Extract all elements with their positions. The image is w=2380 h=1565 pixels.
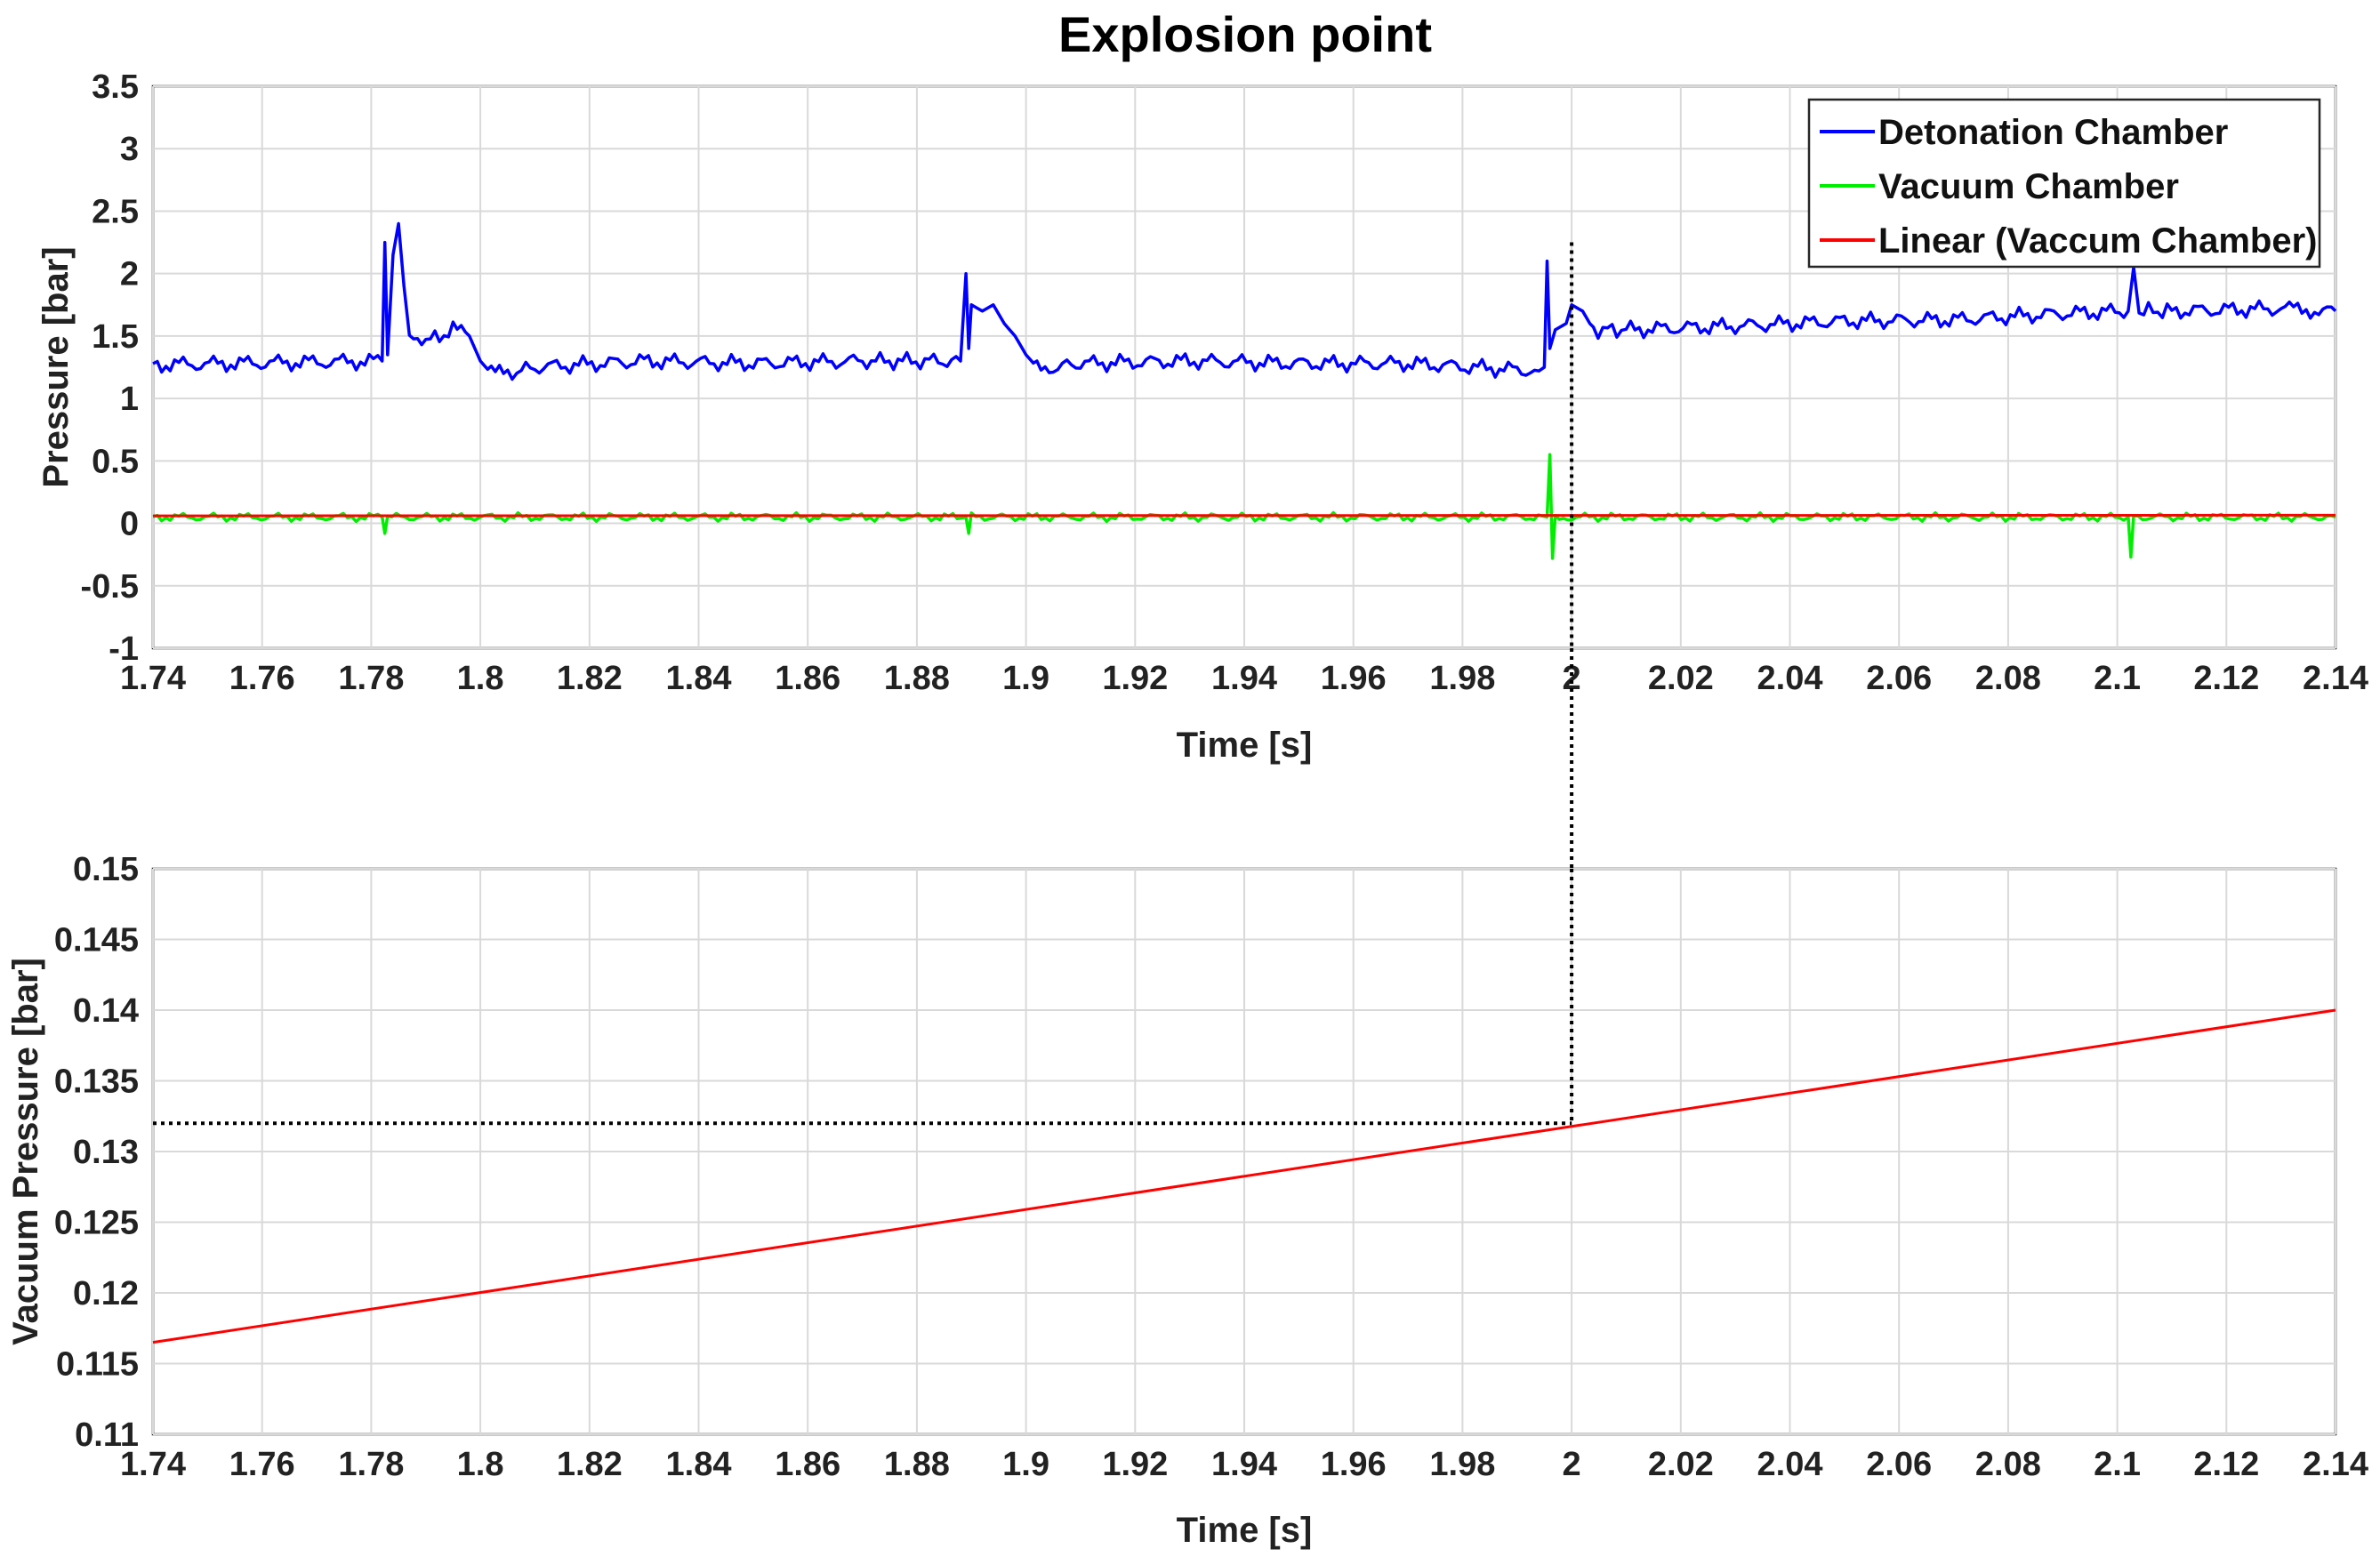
- legend-item-vacuum: Vacuum Chamber: [1820, 167, 2179, 206]
- y-tick-label: 0.145: [54, 922, 139, 959]
- x-tick-label: 1.8: [457, 660, 504, 697]
- x-tick-label: 1.74: [120, 660, 186, 697]
- x-tick-label: 1.76: [229, 1446, 295, 1483]
- x-tick-label: 1.96: [1321, 1446, 1387, 1483]
- x-tick-label: 1.84: [666, 660, 732, 697]
- y-tick-label: 0.14: [73, 992, 139, 1030]
- pressure-y-label: Pressure [bar]: [36, 246, 76, 487]
- vacuum-y-ticks: 0.11 0.115 0.12 0.125 0.13 0.135 0.14 0.145 0.15: [54, 851, 139, 1454]
- x-tick-label: 2.1: [2094, 1446, 2141, 1483]
- pressure-series: [152, 221, 2337, 560]
- y-tick-label: 0.15: [73, 851, 139, 888]
- x-tick-label: 1.98: [1429, 1446, 1495, 1483]
- vacuum-x-ticks: 1.74 1.76 1.78 1.8 1.82 1.84 1.86 1.88 1.9 1.92 1.…: [120, 1446, 2368, 1483]
- vacuum-grid: [152, 868, 2336, 1435]
- x-tick-label: 2.08: [1975, 1446, 2041, 1483]
- x-tick-label: 2.1: [2094, 660, 2141, 697]
- x-tick-label: 1.94: [1211, 1446, 1277, 1483]
- vacuum-plot: 1.74 1.76 1.78 1.8 1.82 1.84 1.86 1.88 1.9 1.92 1.…: [6, 851, 2368, 1550]
- vacuum-x-label: Time [s]: [1177, 1511, 1313, 1550]
- y-tick-label: 3.5: [92, 68, 139, 106]
- x-tick-label: 2.12: [2193, 660, 2259, 697]
- legend-label-vacuum: Vacuum Chamber: [1878, 167, 2179, 206]
- x-tick-label: 2.04: [1757, 660, 1823, 697]
- x-tick-label: 1.9: [1002, 1446, 1049, 1483]
- x-tick-label: 2.12: [2193, 1446, 2259, 1483]
- y-tick-label: 3: [120, 131, 139, 168]
- x-tick-label: 2.04: [1757, 1446, 1823, 1483]
- legend-item-detonation: Detonation Chamber: [1820, 113, 2228, 152]
- series-line-vacuum-chamber: [152, 453, 2336, 560]
- x-tick-label: 1.86: [775, 660, 840, 697]
- series-line-linear-vaccum-chamber: [152, 513, 2336, 518]
- y-tick-label: 1: [120, 381, 139, 418]
- x-tick-label: 1.88: [884, 660, 950, 697]
- x-tick-label: 1.86: [775, 1446, 840, 1483]
- x-tick-label: 1.88: [884, 1446, 950, 1483]
- pressure-x-label: Time [s]: [1177, 726, 1313, 765]
- x-tick-label: 2.06: [1866, 1446, 1932, 1483]
- y-tick-label: 2: [120, 256, 139, 293]
- pressure-x-ticks: 1.74 1.76 1.78 1.8 1.82 1.84 1.86 1.88 1.9 1.92 1.…: [120, 660, 2368, 697]
- legend-box: [1807, 98, 2321, 269]
- y-tick-label: 0.125: [54, 1205, 139, 1242]
- chart-title: Explosion point: [1058, 6, 1432, 62]
- y-tick-label: 0.135: [54, 1063, 139, 1101]
- x-tick-label: 1.92: [1102, 660, 1168, 697]
- x-tick-label: 1.84: [666, 1446, 732, 1483]
- legend-label-detonation: Detonation Chamber: [1878, 113, 2228, 152]
- x-tick-label: 2.08: [1975, 660, 2041, 697]
- x-tick-label: 1.8: [457, 1446, 504, 1483]
- vacuum-series: [152, 1008, 2336, 1344]
- series-line-vacuum-linear-fit: [152, 1008, 2336, 1344]
- x-tick-label: 2: [1563, 660, 1581, 697]
- x-tick-label: 2: [1563, 1446, 1581, 1483]
- x-tick-label: 1.98: [1429, 660, 1495, 697]
- x-tick-label: 1.82: [557, 660, 623, 697]
- y-tick-label: 0.11: [75, 1417, 139, 1454]
- x-tick-label: 1.9: [1002, 660, 1049, 697]
- vacuum-annotations: [153, 869, 1574, 1126]
- x-tick-label: 1.92: [1102, 1446, 1168, 1483]
- x-tick-label: 1.78: [338, 1446, 404, 1483]
- x-tick-label: 1.82: [557, 1446, 623, 1483]
- legend-item-linear: Linear (Vaccum Chamber): [1820, 221, 2318, 261]
- x-tick-label: 2.02: [1648, 660, 1714, 697]
- y-tick-label: 1.5: [92, 318, 139, 356]
- series-line-detonation-chamber: [152, 221, 2337, 381]
- x-tick-label: 2.14: [2303, 660, 2368, 697]
- x-tick-label: 1.94: [1211, 660, 1277, 697]
- x-tick-label: 1.74: [120, 1446, 186, 1483]
- pressure-y-ticks: -1 -0.5 0 0.5 1 1.5 2 2.5 3 3.5: [81, 68, 139, 668]
- y-tick-label: 0.12: [73, 1275, 139, 1312]
- x-tick-label: 2.02: [1648, 1446, 1714, 1483]
- y-tick-label: -1: [109, 630, 139, 668]
- y-tick-label: 0.13: [73, 1134, 139, 1171]
- x-tick-label: 1.96: [1321, 660, 1387, 697]
- x-tick-label: 2.06: [1866, 660, 1932, 697]
- y-tick-label: 2.5: [92, 193, 139, 230]
- legend-label-linear: Linear (Vaccum Chamber): [1878, 221, 2318, 261]
- pressure-plot: 1.74 1.76 1.78 1.8 1.82 1.84 1.86 1.88 1.9 1.92 1.…: [36, 68, 2368, 765]
- vacuum-y-label: Vacuum Pressure [bar]: [6, 958, 45, 1345]
- y-tick-label: -0.5: [81, 568, 139, 606]
- x-tick-label: 1.78: [338, 660, 404, 697]
- legend: Detonation Chamber Vacuum Chamber Linear…: [1807, 98, 2321, 269]
- x-tick-label: 1.76: [229, 660, 295, 697]
- y-tick-label: 0: [120, 506, 139, 543]
- x-tick-label: 2.14: [2303, 1446, 2368, 1483]
- y-tick-label: 0.115: [56, 1346, 139, 1384]
- y-tick-label: 0.5: [92, 443, 139, 480]
